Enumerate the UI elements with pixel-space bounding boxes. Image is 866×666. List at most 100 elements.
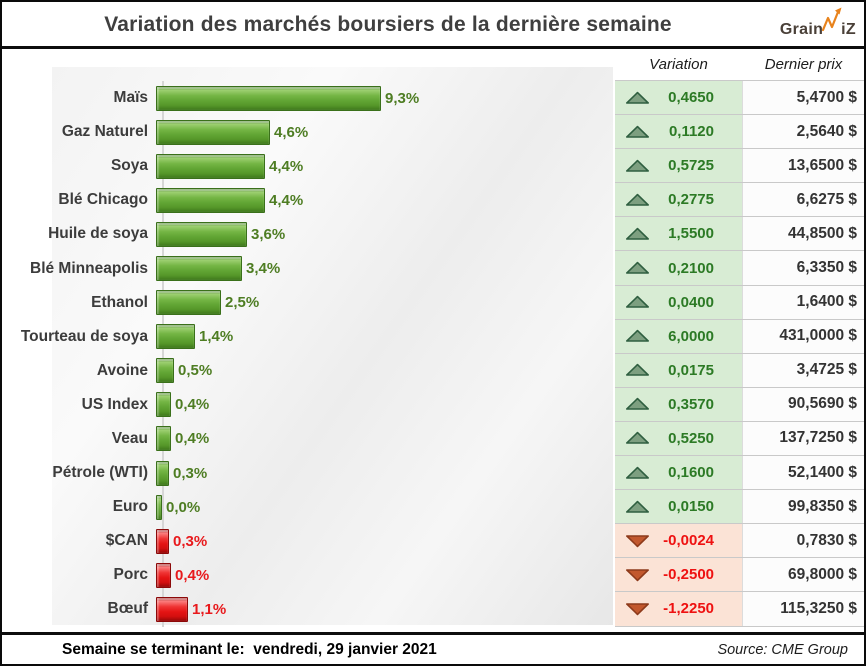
- negative-bar: [156, 596, 188, 622]
- triangle-up-icon: [625, 329, 650, 343]
- triangle-up-icon: [625, 261, 650, 275]
- main-content: Maïs 9,3% Gaz Naturel 4,6% Soya 4,4% Blé Chica…: [2, 49, 864, 632]
- price-value: 69,8000 $: [742, 558, 864, 592]
- variation-cell: 0,2100: [615, 251, 742, 285]
- chart-row: Ethanol 2,5%: [2, 286, 614, 320]
- bar-value-label: 9,3%: [385, 89, 420, 107]
- price-value: 52,1400 $: [742, 456, 864, 490]
- variation-cell: 0,3570: [615, 387, 742, 421]
- price-value: 3,4725 $: [742, 353, 864, 387]
- table-row: 0,1120 2,5640 $: [615, 115, 864, 150]
- price-value: 90,5690 $: [742, 387, 864, 421]
- table-row: 0,2100 6,3350 $: [615, 251, 864, 286]
- price-value: 44,8500 $: [742, 217, 864, 251]
- category-label: Veau: [111, 429, 148, 447]
- bar-value-label: 0,4%: [175, 566, 210, 584]
- bar-value-label: 3,6%: [251, 225, 286, 243]
- bar-track: 0,3%: [156, 456, 614, 490]
- variation-value: 0,0175: [668, 361, 714, 379]
- negative-bar: [156, 528, 169, 554]
- bar-chart: Maïs 9,3% Gaz Naturel 4,6% Soya 4,4% Blé Chica…: [2, 81, 614, 627]
- variation-cell: 0,0150: [615, 490, 742, 524]
- triangle-up-icon: [625, 295, 650, 309]
- category-label: US Index: [81, 395, 148, 413]
- variation-value: -0,0024: [663, 532, 714, 550]
- grainwiz-logo: Grain iZ: [780, 7, 856, 40]
- column-header-price: Dernier prix: [764, 56, 843, 73]
- chart-row: Blé Chicago 4,4%: [2, 183, 614, 217]
- category-label: Gaz Naturel: [61, 123, 148, 141]
- bar-value-label: 1,4%: [199, 328, 234, 346]
- triangle-up-icon: [625, 193, 650, 207]
- bar-value-label: 0,4%: [175, 396, 210, 414]
- title-bar: Variation des marchés boursiers de la de…: [2, 2, 864, 46]
- footer: Semaine se terminant le: vendredi, 29 ja…: [2, 635, 864, 664]
- source-label: Source: CME Group: [717, 641, 848, 658]
- negative-bar: [156, 562, 171, 588]
- chart-row: Huile de soya 3,6%: [2, 217, 614, 251]
- variation-value: 0,0150: [668, 498, 714, 516]
- table-row: 6,0000 431,0000 $: [615, 319, 864, 354]
- bar-value-label: 4,6%: [274, 123, 309, 141]
- table-row: 0,0150 99,8350 $: [615, 490, 864, 525]
- bar-value-label: 0,5%: [178, 362, 213, 380]
- variation-value: 6,0000: [668, 327, 714, 345]
- positive-bar: [156, 153, 265, 179]
- table-row: 1,5500 44,8500 $: [615, 217, 864, 252]
- table-row: 0,5725 13,6500 $: [615, 149, 864, 184]
- category-label: Huile de soya: [48, 225, 148, 243]
- positive-bar: [156, 426, 171, 452]
- variation-value: 0,5725: [668, 157, 714, 175]
- variation-cell: 0,0400: [615, 285, 742, 319]
- variation-value: 1,5500: [668, 225, 714, 243]
- week-ending-date: vendredi, 29 janvier 2021: [253, 640, 437, 658]
- positive-bar: [156, 460, 169, 486]
- positive-bar: [156, 358, 174, 384]
- chart-row: Porc 0,4%: [2, 558, 614, 592]
- variation-value: -1,2250: [663, 600, 714, 618]
- triangle-up-icon: [625, 363, 650, 377]
- price-value: 137,7250 $: [742, 421, 864, 456]
- variation-value: 0,5250: [668, 429, 714, 447]
- triangle-down-icon: [625, 602, 650, 616]
- chart-row: Soya 4,4%: [2, 149, 614, 183]
- variation-cell: 0,5725: [615, 149, 742, 183]
- table-row: 0,1600 52,1400 $: [615, 456, 864, 491]
- chart-plot-background: [52, 67, 613, 625]
- bar-track: 3,4%: [156, 251, 614, 285]
- variation-value: 0,4650: [668, 89, 714, 107]
- bar-track: 1,4%: [156, 320, 614, 354]
- table-row: 0,2775 6,6275 $: [615, 183, 864, 218]
- category-label: Pétrole (WTI): [52, 464, 148, 482]
- column-header-variation: Variation: [649, 56, 708, 73]
- variation-value: 0,2100: [668, 259, 714, 277]
- bar-track: 0,4%: [156, 388, 614, 422]
- table-row: 0,0175 3,4725 $: [615, 353, 864, 388]
- stock-zigzag-arrow-icon: [822, 7, 842, 40]
- variation-value: 0,0400: [668, 293, 714, 311]
- bar-value-label: 2,5%: [225, 294, 260, 312]
- table-row: -0,0024 0,7830 $: [615, 524, 864, 559]
- chart-row: Blé Minneapolis 3,4%: [2, 251, 614, 285]
- variation-value: 0,1600: [668, 464, 714, 482]
- bar-value-label: 0,3%: [173, 532, 208, 550]
- bar-track: 4,6%: [156, 115, 614, 149]
- bar-value-label: 0,3%: [173, 464, 208, 482]
- positive-bar: [156, 187, 265, 213]
- variation-cell: 0,1600: [615, 456, 742, 490]
- variation-cell: 0,4650: [615, 81, 742, 115]
- bar-value-label: 0,4%: [175, 430, 210, 448]
- category-label: Blé Chicago: [58, 191, 148, 209]
- triangle-up-icon: [625, 159, 650, 173]
- variation-cell: 0,1120: [615, 115, 742, 149]
- price-value: 13,6500 $: [742, 149, 864, 183]
- variation-value: 0,2775: [668, 191, 714, 209]
- chart-row: Tourteau de soya 1,4%: [2, 320, 614, 354]
- positive-bar: [156, 256, 242, 282]
- triangle-up-icon: [625, 431, 650, 445]
- variation-cell: -0,2500: [615, 558, 742, 592]
- category-label: Porc: [113, 566, 148, 584]
- price-value: 0,7830 $: [742, 524, 864, 558]
- week-ending-label: Semaine se terminant le: vendredi, 29 ja…: [2, 641, 437, 659]
